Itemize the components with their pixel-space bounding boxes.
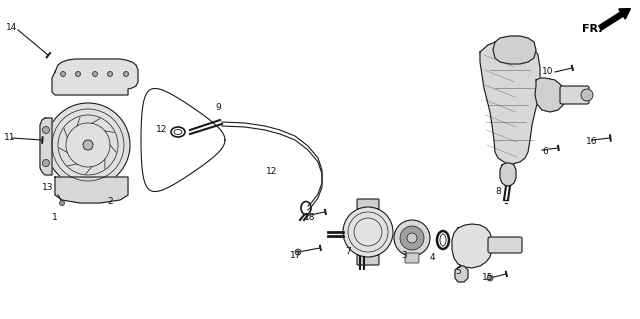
Circle shape bbox=[108, 71, 113, 77]
Text: 14: 14 bbox=[6, 24, 18, 33]
Text: 18: 18 bbox=[304, 213, 316, 222]
Circle shape bbox=[46, 103, 130, 187]
Circle shape bbox=[42, 127, 49, 133]
Polygon shape bbox=[40, 118, 52, 175]
Text: 10: 10 bbox=[542, 68, 554, 77]
Text: 9: 9 bbox=[215, 103, 221, 113]
Polygon shape bbox=[52, 59, 138, 95]
FancyBboxPatch shape bbox=[405, 253, 419, 263]
FancyBboxPatch shape bbox=[488, 237, 522, 253]
Circle shape bbox=[93, 71, 97, 77]
Circle shape bbox=[76, 71, 81, 77]
Text: 12: 12 bbox=[156, 125, 168, 135]
Text: FR.: FR. bbox=[582, 24, 602, 34]
Text: 17: 17 bbox=[291, 250, 301, 259]
Text: 16: 16 bbox=[586, 137, 598, 146]
Ellipse shape bbox=[440, 234, 446, 246]
Circle shape bbox=[42, 160, 49, 167]
Polygon shape bbox=[500, 163, 516, 186]
Text: 6: 6 bbox=[542, 147, 548, 157]
Text: 8: 8 bbox=[495, 188, 501, 197]
Text: 1: 1 bbox=[52, 213, 58, 222]
Text: 11: 11 bbox=[4, 133, 16, 143]
Circle shape bbox=[124, 71, 129, 77]
Circle shape bbox=[60, 201, 65, 205]
Polygon shape bbox=[480, 38, 540, 164]
Polygon shape bbox=[452, 224, 492, 268]
Circle shape bbox=[487, 275, 493, 281]
FancyBboxPatch shape bbox=[357, 255, 379, 265]
Text: 15: 15 bbox=[483, 273, 493, 283]
FancyBboxPatch shape bbox=[357, 199, 379, 209]
Polygon shape bbox=[535, 78, 565, 112]
Circle shape bbox=[83, 140, 93, 150]
Text: 7: 7 bbox=[345, 248, 351, 256]
Text: 4: 4 bbox=[429, 254, 435, 263]
Circle shape bbox=[407, 233, 417, 243]
Polygon shape bbox=[493, 36, 536, 64]
Circle shape bbox=[400, 226, 424, 250]
Circle shape bbox=[581, 89, 593, 101]
FancyBboxPatch shape bbox=[560, 86, 589, 104]
Polygon shape bbox=[455, 266, 468, 282]
Text: 13: 13 bbox=[42, 183, 54, 192]
Text: 5: 5 bbox=[455, 268, 461, 277]
FancyArrow shape bbox=[598, 9, 630, 30]
Polygon shape bbox=[55, 177, 128, 203]
Text: 3: 3 bbox=[401, 250, 407, 259]
Circle shape bbox=[394, 220, 430, 256]
Circle shape bbox=[61, 71, 65, 77]
Circle shape bbox=[295, 249, 301, 255]
Text: 12: 12 bbox=[266, 167, 278, 176]
Text: 2: 2 bbox=[107, 197, 113, 206]
Circle shape bbox=[343, 207, 393, 257]
